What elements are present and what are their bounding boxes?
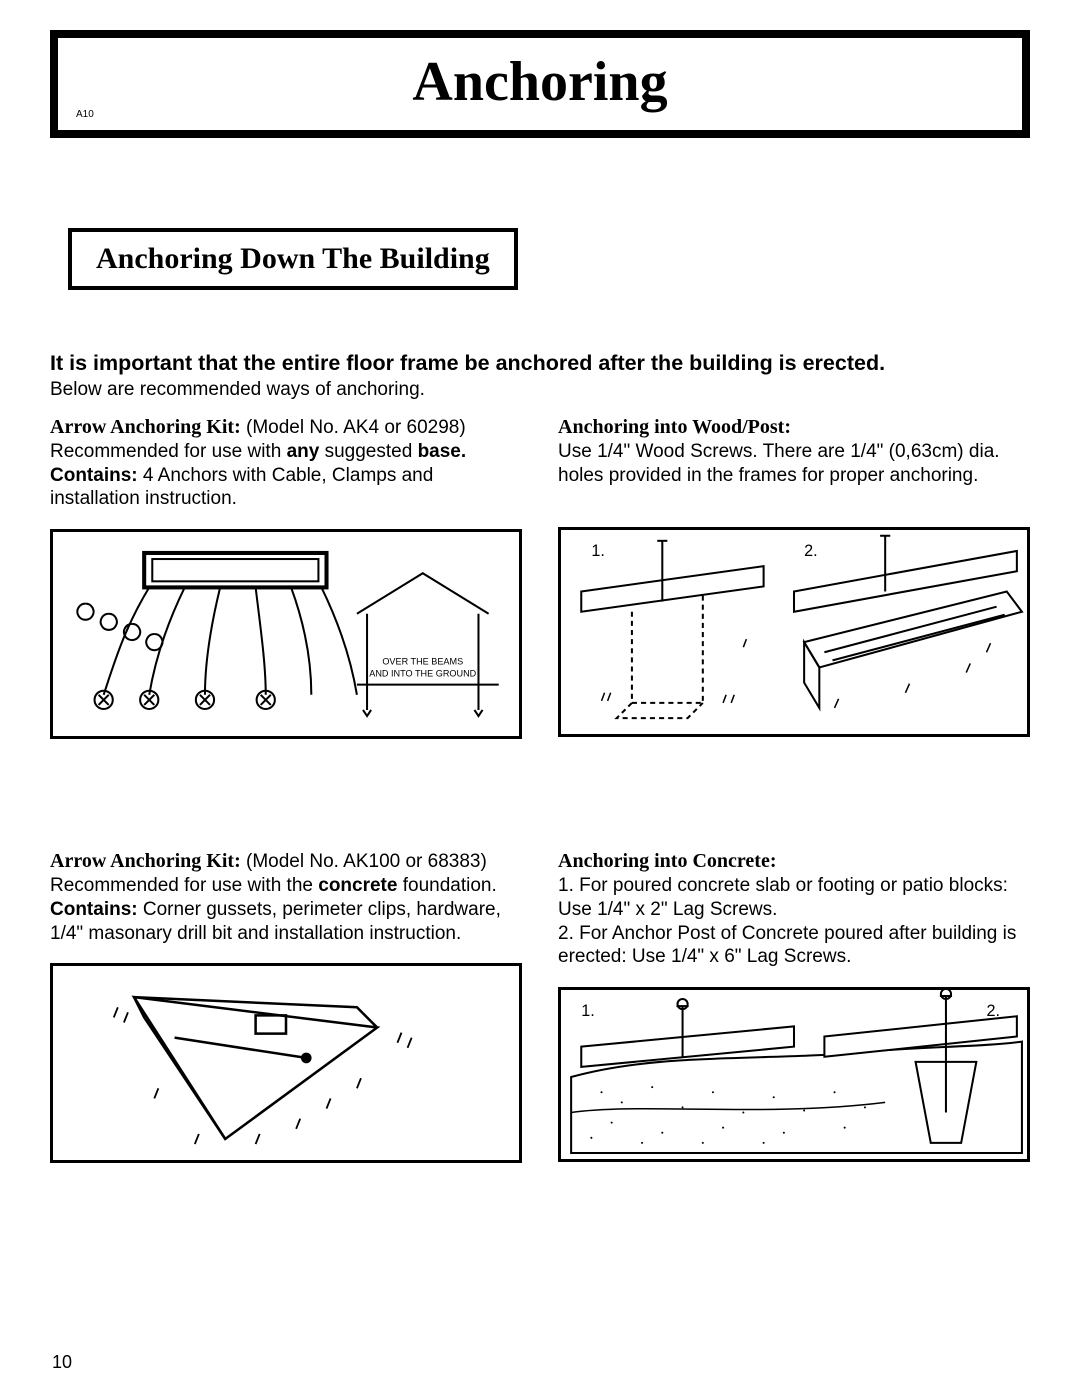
left1-l1a: Recommended for use with (50, 441, 287, 462)
left1-title: Arrow Anchoring Kit: (50, 416, 241, 438)
concrete-kit-svg (53, 966, 519, 1160)
subheader-title: Anchoring Down The Building (96, 242, 490, 276)
left2-l1c: foundation. (397, 875, 496, 896)
intro: It is important that the entire floor fr… (50, 350, 1030, 401)
page: Anchoring A10 Anchoring Down The Buildin… (0, 0, 1080, 1397)
left1-p2: Recommended for use with any suggested b… (50, 440, 522, 464)
intro-strong: It is important that the entire floor fr… (50, 350, 1030, 377)
right2-p1: Anchoring into Concrete: (558, 849, 1030, 874)
right1-title: Anchoring into Wood/Post: (558, 416, 791, 438)
left1-l2a: Contains: (50, 465, 138, 486)
left-col-1: Arrow Anchoring Kit: (Model No. AK4 or 6… (50, 415, 522, 739)
header-title: Anchoring (76, 50, 1004, 114)
left1-cap2: AND INTO THE GROUND (369, 669, 476, 679)
right2-line1: 1. For poured concrete slab or footing o… (558, 874, 1030, 922)
concrete-svg: 1. 2. (561, 990, 1027, 1159)
left1-cap1: OVER THE BEAMS (382, 657, 463, 667)
left1-diagram: OVER THE BEAMS AND INTO THE GROUND (50, 529, 522, 739)
right2-num1: 1. (581, 1002, 595, 1020)
row-2: Arrow Anchoring Kit: (Model No. AK100 or… (50, 849, 1030, 1163)
left1-l1b: any (287, 441, 320, 462)
header-code: A10 (76, 109, 94, 120)
left2-title: Arrow Anchoring Kit: (50, 850, 241, 872)
left2-l1a: Recommended for use with the (50, 875, 318, 896)
left2-l2a: Contains: (50, 899, 138, 920)
intro-sub: Below are recommended ways of anchoring. (50, 379, 1030, 401)
left1-p3: Contains: 4 Anchors with Cable, Clamps a… (50, 464, 522, 512)
right1-line1: Use 1/4" Wood Screws. There are 1/4" (0,… (558, 440, 1030, 488)
left2-diagram (50, 963, 522, 1163)
left1-model: (Model No. AK4 or 60298) (241, 417, 466, 438)
right2-diagram: 1. 2. (558, 987, 1030, 1162)
wood-post-svg: 1. 2. (561, 530, 1027, 734)
right1-p1: Anchoring into Wood/Post: (558, 415, 1030, 440)
subheader-box: Anchoring Down The Building (68, 228, 518, 290)
left1-l1d: base. (418, 441, 467, 462)
left-col-2: Arrow Anchoring Kit: (Model No. AK100 or… (50, 849, 522, 1163)
row-1: Arrow Anchoring Kit: (Model No. AK4 or 6… (50, 415, 1030, 739)
left1-l1c: suggested (319, 441, 417, 462)
right1-num1: 1. (591, 542, 605, 560)
header-box: Anchoring A10 (50, 30, 1030, 138)
page-number: 10 (52, 1352, 72, 1373)
left2-p1: Arrow Anchoring Kit: (Model No. AK100 or… (50, 849, 522, 874)
right-col-1: Anchoring into Wood/Post: Use 1/4" Wood … (558, 415, 1030, 739)
left1-p1: Arrow Anchoring Kit: (Model No. AK4 or 6… (50, 415, 522, 440)
right2-title: Anchoring into Concrete: (558, 850, 777, 872)
left2-model: (Model No. AK100 or 68383) (241, 851, 487, 872)
right2-line2: 2. For Anchor Post of Concrete poured af… (558, 922, 1030, 970)
right1-num2: 2. (804, 542, 818, 560)
left2-l1b: concrete (318, 875, 397, 896)
right-col-2: Anchoring into Concrete: 1. For poured c… (558, 849, 1030, 1163)
left2-p3: Contains: Corner gussets, perimeter clip… (50, 898, 522, 946)
right1-diagram: 1. 2. (558, 527, 1030, 737)
left2-p2: Recommended for use with the concrete fo… (50, 874, 522, 898)
anchoring-kit-svg: OVER THE BEAMS AND INTO THE GROUND (53, 532, 519, 736)
